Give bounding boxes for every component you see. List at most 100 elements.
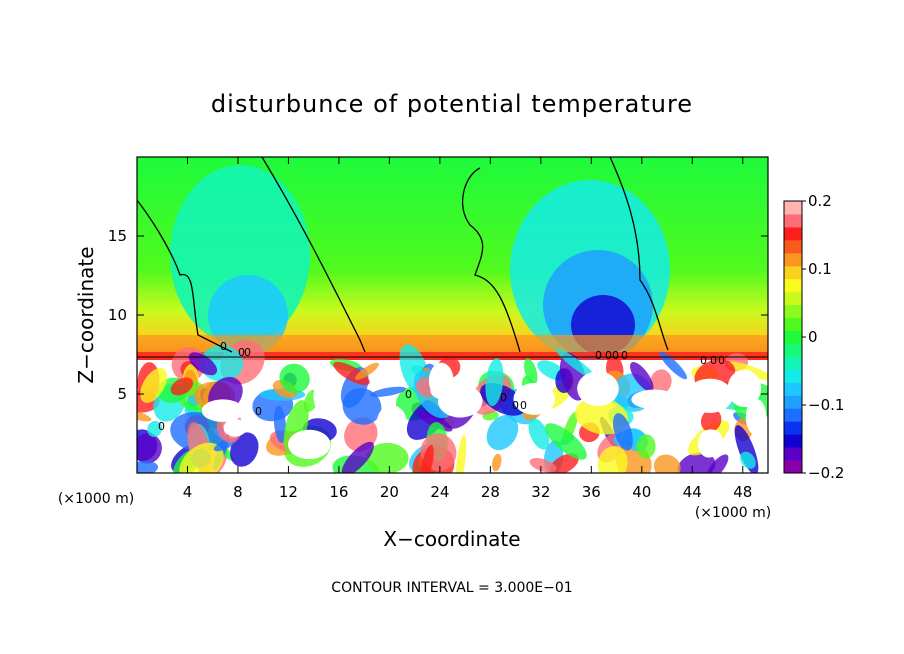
y-tick-label: 5	[117, 385, 127, 403]
turbulence-patch	[677, 452, 716, 473]
colorbar-swatch	[784, 330, 802, 344]
turbulence-patch	[370, 386, 407, 397]
turbulence-patch	[333, 361, 370, 386]
colorbar-swatch	[784, 213, 802, 228]
turbulence-patch	[636, 434, 656, 459]
contour-label: 0	[605, 349, 612, 362]
colorbar-tick-label: 0	[808, 328, 818, 346]
x-tick-label: 44	[683, 483, 702, 501]
colorbar-swatch	[784, 356, 802, 370]
turbulent-layer	[137, 340, 768, 473]
turbulence-patch	[279, 363, 310, 394]
y-tick-label: 10	[108, 306, 127, 324]
neutral-patch	[201, 399, 244, 422]
y-axis: 5 10 15	[108, 227, 768, 403]
neutral-patch	[698, 429, 723, 452]
colorbar-tick-label: 0.2	[808, 192, 832, 210]
y-axis-unit: (×1000 m)	[58, 491, 134, 507]
colorbar-swatch	[784, 369, 802, 383]
colorbar-swatch	[784, 434, 802, 448]
turbulence-patch	[137, 461, 159, 473]
colorbar-swatch	[784, 265, 802, 280]
colorbar-swatch	[784, 395, 802, 409]
contour-interval-note: CONTOUR INTERVAL = 3.000E−01	[331, 580, 572, 596]
turbulence-patch	[486, 415, 519, 451]
turbulence-patch	[706, 454, 729, 473]
colorbar-swatch	[784, 382, 802, 396]
contour-label: 0	[255, 405, 262, 418]
turbulence-patch	[653, 454, 681, 473]
colorbar-swatch	[784, 421, 802, 435]
turbulence-patch	[740, 451, 756, 469]
x-tick-label: 12	[279, 483, 298, 501]
turbulence-patch	[650, 369, 672, 394]
turbulence-patch	[529, 458, 557, 473]
neutral-patch	[727, 369, 762, 408]
turbulence-patch	[545, 423, 587, 460]
neutral-patch	[513, 383, 556, 415]
turbulence-patch	[137, 433, 162, 464]
x-tick-label: 8	[233, 483, 243, 501]
neutral-patch	[313, 380, 334, 413]
colorbar-tick-label: 0.1	[808, 260, 832, 278]
contour-label: 0	[621, 349, 628, 362]
turbulence-patch	[630, 362, 654, 392]
colorbar-swatch	[784, 239, 802, 254]
colorbar-tick-label: −0.2	[808, 464, 844, 482]
turbulence-patch	[355, 362, 379, 380]
colorbar-tick-label: −0.1	[808, 396, 844, 414]
x-axis-unit: (×1000 m)	[695, 505, 771, 521]
x-tick-label: 20	[380, 483, 399, 501]
turbulence-patch	[342, 388, 382, 425]
turbulence-patch	[492, 453, 502, 472]
x-axis-label: X−coordinate	[383, 527, 520, 551]
contour-label: 0	[718, 354, 725, 367]
neutral-patch	[287, 429, 331, 460]
turbulence-patch	[659, 351, 687, 380]
x-axis: 4 8 12 16 20 24 28 32 36 40 44 48	[183, 157, 752, 501]
chart-title: disturbunce of potential temperature	[211, 90, 693, 118]
warm-band	[137, 335, 768, 357]
turbulence-patch	[420, 444, 434, 473]
turbulence-patch	[230, 432, 259, 467]
contour-label: 0	[700, 354, 707, 367]
colorbar-swatch	[784, 447, 802, 461]
colorbar-swatch	[784, 291, 802, 306]
colorbar-swatch	[784, 226, 802, 241]
neutral-patch	[745, 398, 767, 436]
x-tick-label: 28	[481, 483, 500, 501]
turbulence-patch	[341, 441, 374, 473]
colorbar-swatch	[784, 460, 802, 474]
turbulence-patch	[700, 408, 722, 432]
x-tick-label: 4	[183, 483, 193, 501]
turbulence-patch	[455, 434, 467, 473]
contour-label: 0	[520, 399, 527, 412]
contour-label: 0	[220, 340, 227, 353]
turbulence-patch	[188, 352, 218, 376]
colorbar-swatch	[784, 317, 802, 332]
turbulence-patch	[528, 418, 550, 450]
contour-label: 0	[710, 354, 717, 367]
y-axis-label: Z−coordinate	[74, 246, 98, 383]
neutral-patch	[631, 389, 678, 410]
contour-label: 0	[405, 388, 412, 401]
colorbar: −0.2 −0.1 0 0.1 0.2	[783, 192, 844, 482]
colorbar-swatch	[784, 343, 802, 357]
turbulence-patch	[147, 420, 163, 438]
x-tick-label: 40	[632, 483, 651, 501]
neutral-patch	[223, 419, 247, 437]
turbulence-patch	[485, 358, 504, 407]
y-tick-label: 15	[108, 227, 127, 245]
turbulence-patch	[365, 442, 409, 473]
turbulence-patch	[140, 367, 168, 403]
x-tick-label: 32	[531, 483, 550, 501]
colorbar-swatch	[784, 278, 802, 293]
turbulence-patch	[549, 453, 579, 473]
neutral-patch	[376, 405, 407, 441]
turbulence-patch	[612, 413, 633, 451]
turbulence-patch	[416, 410, 453, 432]
zero-contour	[137, 157, 669, 353]
